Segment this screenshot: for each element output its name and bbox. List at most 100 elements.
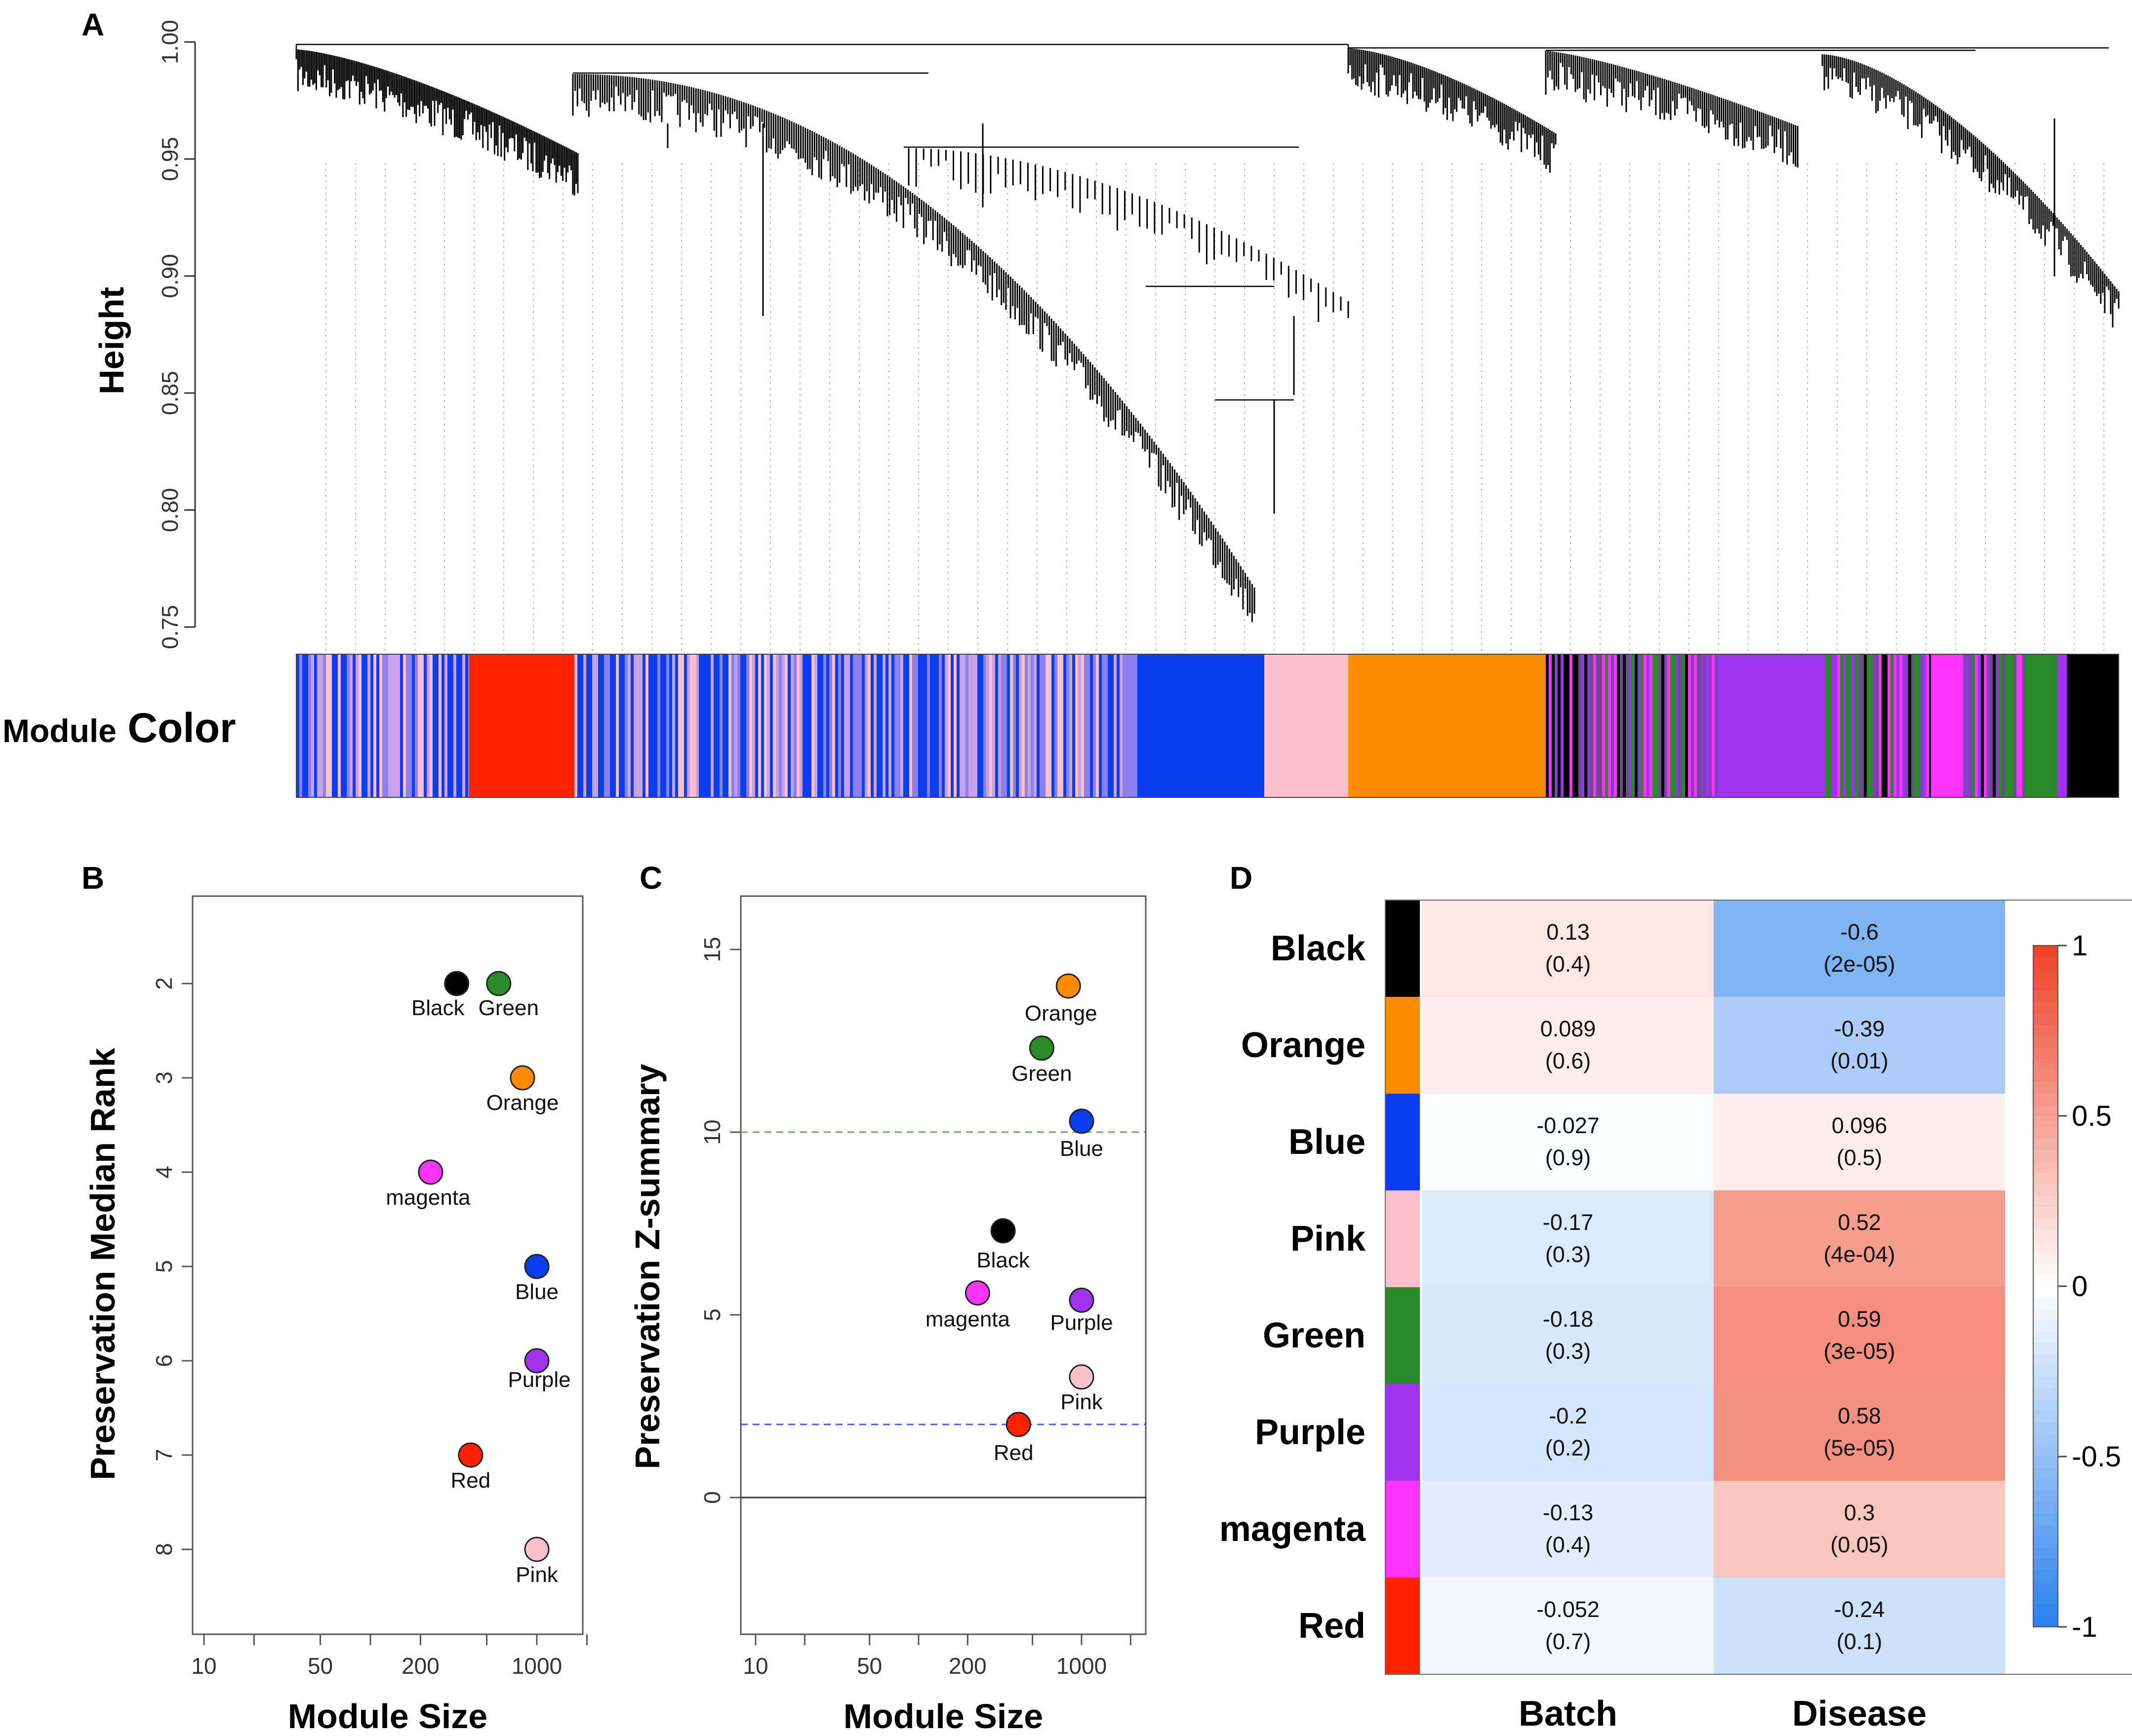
module-color-stripe [1870,654,1873,797]
heatmap-colorbar-step [2033,1388,2058,1400]
module-color-stripe [1685,654,1689,797]
module-color-stripe [755,654,759,797]
heatmap-cell [1422,1384,1714,1481]
module-color-stripe [1034,654,1037,797]
heatmap-colorbar-step [2033,1525,2058,1537]
heatmap-cell [1714,1094,2005,1190]
module-color-stripe [376,654,380,797]
point-label: Red [994,1441,1034,1465]
module-color-stripe [1649,654,1653,797]
module-color-stripe [1966,654,1970,797]
module-color-stripe [1929,654,1932,797]
module-color-stripe [740,654,744,797]
x-tick-label: 1000 [1056,1653,1107,1679]
panel-label-c: C [640,860,662,896]
module-color-stripe [1126,654,1129,797]
module-color-stripe [415,654,418,797]
module-color-stripe [1840,654,1844,797]
heatmap-cell-pvalue: (5e-05) [1823,1435,1895,1460]
heatmap-cell-pvalue: (3e-05) [1823,1339,1895,1364]
module-color-stripe [1611,654,1614,797]
heatmap-cell-pvalue: (0.1) [1837,1629,1883,1654]
module-color-stripe [817,654,821,797]
module-color-stripe [1673,654,1677,797]
module-color-bar [296,654,2119,798]
module-color-segment [1138,654,1264,797]
module-color-stripe [797,654,800,797]
point-blue [524,1254,550,1279]
heatmap-border [1385,900,2132,1675]
heatmap-cell-value: 0.52 [1838,1210,1881,1235]
module-color-stripe [1703,654,1706,797]
plot-b-y-label: Preservation Median Rank [83,1048,122,1480]
heatmap-colorbar-step [2033,1616,2058,1627]
heatmap-cell [1714,1384,2005,1481]
module-color-stripe [1072,654,1076,797]
heatmap-colorbar-step [2033,1581,2058,1593]
module-color-stripe [971,654,975,797]
heatmap-colorbar-step [2033,1479,2058,1491]
module-color-stripe [980,654,984,797]
module-color-stripe [800,654,803,797]
module-color-stripe [1828,654,1832,797]
heatmap-cell [1422,1287,1714,1384]
heatmap-cell-value: -0.027 [1536,1113,1600,1138]
heatmap-colorbar-step [2033,1343,2058,1355]
heatmap-row-swatch [1385,997,1420,1094]
module-color-stripe [681,654,684,797]
module-color-stripe [421,654,424,797]
module-color-stripe [1902,654,1906,797]
module-color-stripe [1975,654,1978,797]
module-color-stripe [764,654,767,797]
heatmap-cell [1714,1190,2005,1287]
heatmap-colorbar-step [2033,1252,2058,1264]
module-color-stripe [459,654,463,797]
module-color-stripe [1066,654,1070,797]
heatmap-row-swatch [1385,1287,1420,1384]
module-color-stripe [903,654,907,797]
module-color-stripe [1093,654,1096,797]
heatmap-colorbar-step [2033,946,2058,957]
module-color-stripe [1090,654,1093,797]
module-color-stripe [447,654,451,797]
panel-label-a: A [81,7,104,42]
plot-c-y-label: Preservation Z-summary [628,1064,667,1469]
heatmap-cell-value: -0.17 [1543,1210,1594,1235]
heatmap-cell-pvalue: (0.05) [1830,1532,1889,1557]
module-color-stripe [1617,654,1620,797]
module-color-stripe [906,654,910,797]
heatmap-colorbar-step [2033,980,2058,991]
module-color-stripe [356,654,359,797]
dendrogram-y-label: Height [92,287,131,395]
module-color-stripe [1051,654,1055,797]
heatmap-colorbar-step [2033,1559,2058,1571]
module-color-stripe [814,654,818,797]
y-tick-label: 7 [151,1449,177,1461]
module-color-stripe [430,654,433,797]
module-color-stripe [406,654,409,797]
module-color-stripe [1667,654,1671,797]
module-color-stripe [2008,654,2011,797]
module-color-stripe [930,654,933,797]
module-color-stripe [865,654,868,797]
module-color-stripe [317,654,321,797]
module-color-stripe [403,654,406,797]
module-color-stripe [1013,654,1016,797]
heatmap-colorbar-step [2033,957,2058,969]
module-color-stripe [746,654,750,797]
module-color-stripe [717,654,720,797]
plot-c-x-label: Module Size [844,1697,1043,1736]
module-color-stripe [628,654,631,797]
heatmap-colorbar-step [2033,1014,2058,1026]
module-color-stripe [1644,654,1647,797]
module-color-stripe [939,654,942,797]
y-tick-label: 8 [151,1543,177,1556]
module-color-stripe [1587,654,1591,797]
module-color-stripe [672,654,676,797]
module-color-stripe [1963,654,1967,797]
plot-c-frame [740,895,1147,1635]
module-color-stripe [894,654,898,797]
heatmap-row-label: Green [1263,1316,1366,1355]
module-color-stripe [794,654,797,797]
module-color-stripe [1134,654,1138,797]
